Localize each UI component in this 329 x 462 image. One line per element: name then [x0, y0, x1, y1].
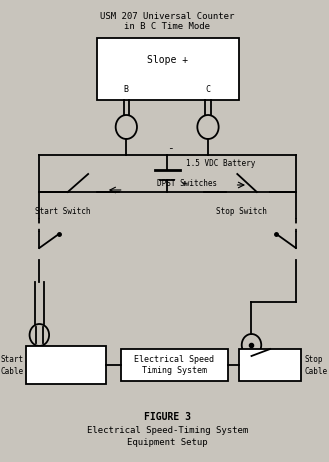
Text: -: -: [167, 143, 174, 153]
Text: FIGURE 3: FIGURE 3: [144, 412, 191, 422]
Text: C: C: [206, 85, 211, 95]
Text: B: B: [124, 85, 129, 95]
Text: Slope +: Slope +: [147, 55, 189, 65]
Text: Electrical Speed-Timing System: Electrical Speed-Timing System: [87, 426, 248, 435]
Text: DPST Switches: DPST Switches: [157, 178, 216, 188]
Bar: [26, 346, 106, 384]
Text: Cable: Cable: [305, 366, 328, 376]
Text: USM 207 Universal Counter: USM 207 Universal Counter: [100, 12, 234, 21]
Text: Cable: Cable: [0, 366, 23, 376]
Text: Start: Start: [0, 355, 23, 365]
Bar: [239, 349, 301, 381]
Text: Start Switch: Start Switch: [35, 207, 90, 217]
Bar: [121, 349, 228, 381]
Text: Equipment Setup: Equipment Setup: [127, 438, 208, 447]
Text: Electrical Speed
Timing System: Electrical Speed Timing System: [134, 355, 214, 375]
Bar: [97, 38, 239, 100]
Text: +: +: [181, 178, 186, 188]
Text: Stop Switch: Stop Switch: [216, 207, 267, 217]
Text: Stop: Stop: [305, 355, 323, 365]
Text: in B C Time Mode: in B C Time Mode: [124, 22, 210, 31]
Text: 1.5 VDC Battery: 1.5 VDC Battery: [186, 158, 255, 168]
